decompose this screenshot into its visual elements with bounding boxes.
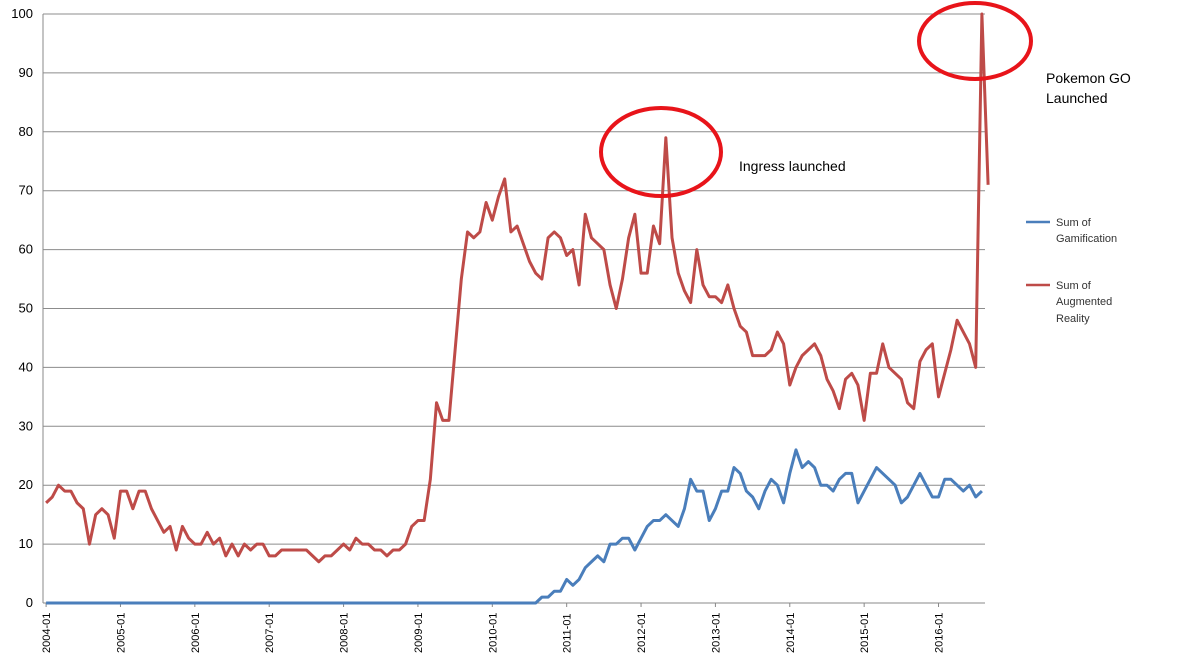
x-tick-labels: 2004-01 2005-01 2006-01 2007-01 2008-01 2009-… (41, 603, 946, 653)
ingress-highlight-circle (599, 106, 723, 198)
annotation-ingress: Ingress launched (739, 158, 846, 174)
annotation-pokemon-line2: Launched (1046, 90, 1108, 106)
x-tick-label: 2014-01 (785, 613, 797, 653)
x-tick-label: 2012-01 (636, 613, 648, 653)
x-tick-label: 2007-01 (264, 613, 276, 653)
y-tick-labels: 0 10 20 30 40 50 60 70 80 90 100 (11, 6, 33, 610)
y-tick-label: 30 (19, 418, 33, 433)
pokemon-highlight-circle (917, 1, 1033, 81)
x-tick-label: 2005-01 (115, 613, 127, 653)
legend-gamification-line2: Gamification (1056, 233, 1117, 245)
legend-ar-line2: Augmented (1056, 296, 1112, 308)
x-tick-label: 2013-01 (710, 613, 722, 653)
series-augmented-reality-line (45, 12, 990, 564)
y-tick-label: 80 (19, 124, 33, 139)
y-tick-label: 90 (19, 65, 33, 80)
y-tick-label: 70 (19, 183, 33, 198)
annotation-pokemon-line1: Pokemon GO (1046, 70, 1131, 86)
x-tick-label: 2016-01 (934, 613, 946, 653)
x-tick-label: 2011-01 (562, 613, 574, 653)
x-tick-label: 2010-01 (487, 613, 499, 653)
legend-ar-line3: Reality (1056, 313, 1090, 325)
y-tick-label: 60 (19, 242, 33, 257)
x-tick-label: 2006-01 (190, 613, 202, 653)
y-tick-label: 0 (26, 595, 33, 610)
legend-ar-line1: Sum of (1056, 280, 1092, 292)
legend: Sum of Gamification Sum of Augmented Rea… (1026, 217, 1117, 325)
y-tick-label: 100 (11, 6, 33, 21)
y-tick-label: 20 (19, 477, 33, 492)
y-tick-label: 40 (19, 359, 33, 374)
legend-gamification-line1: Sum of (1056, 217, 1092, 229)
y-tick-label: 50 (19, 301, 33, 316)
x-tick-label: 2009-01 (413, 613, 425, 653)
series-gamification-line (46, 448, 983, 605)
x-tick-label: 2008-01 (339, 613, 351, 653)
series-lines (45, 12, 990, 605)
gridlines (43, 13, 985, 545)
x-tick-label: 2004-01 (41, 613, 53, 653)
x-tick-label: 2015-01 (859, 613, 871, 653)
y-tick-label: 10 (19, 536, 33, 551)
